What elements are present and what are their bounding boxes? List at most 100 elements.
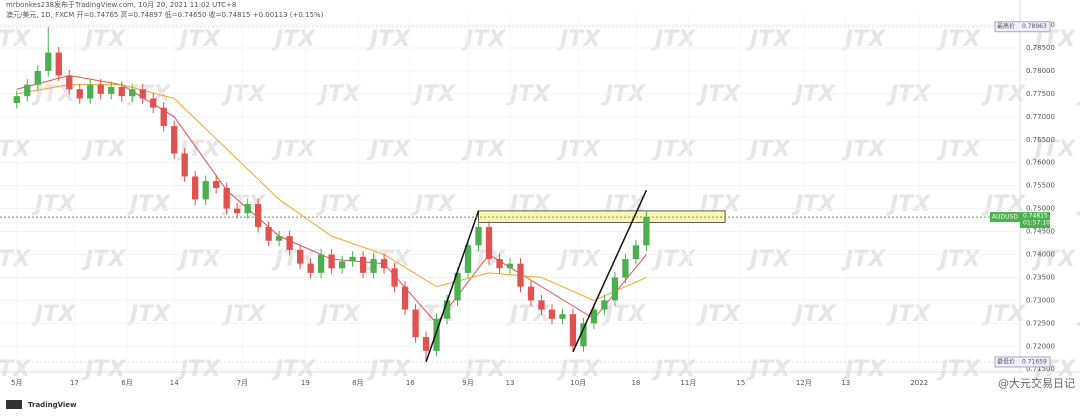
- watermark: JTX: [746, 247, 791, 272]
- x-tick-label: 11月: [680, 379, 696, 387]
- y-tick-label: 0.74500: [1026, 228, 1055, 236]
- watermark: JTX: [791, 82, 836, 107]
- y-tick-label: 0.74000: [1026, 251, 1055, 259]
- candle-body: [160, 107, 167, 126]
- candle-body: [538, 300, 545, 310]
- candle-body: [559, 314, 566, 319]
- candle-body: [13, 96, 20, 104]
- candle-body: [601, 300, 608, 310]
- subheader: 澳元/美元, 1D, FXCM 开=0.74765 高=0.74897 低=0.…: [6, 10, 324, 19]
- watermark: JTX: [886, 82, 931, 107]
- candle-body: [380, 259, 388, 269]
- watermark: JTX: [1031, 247, 1076, 272]
- x-tick-label: 16: [406, 379, 415, 387]
- watermark: JTX: [696, 302, 741, 327]
- low-label: 最低价: [997, 357, 1015, 365]
- candle-body: [433, 318, 440, 351]
- watermark: JTX: [651, 247, 696, 272]
- watermark: JTX: [366, 137, 411, 162]
- candle-body: [223, 187, 230, 209]
- watermark: JTX: [0, 247, 31, 272]
- high-price: 0.78963: [1022, 23, 1047, 30]
- watermark: JTX: [981, 302, 1026, 327]
- watermark: JTX: [126, 302, 171, 327]
- candle-body: [580, 323, 587, 347]
- watermark: JTX: [936, 247, 981, 272]
- y-tick-label: 0.75000: [1026, 205, 1055, 213]
- candle-body: [422, 337, 430, 351]
- candle-body: [527, 286, 535, 301]
- candle-body: [359, 256, 367, 273]
- candle-body: [370, 259, 377, 273]
- candle-body: [24, 84, 31, 97]
- candle-body: [391, 268, 398, 287]
- y-tick-label: 0.78000: [1026, 67, 1055, 75]
- candle-body: [45, 52, 52, 71]
- candle-body: [643, 216, 650, 246]
- watermark: JTX: [411, 192, 456, 217]
- symbol-tag: AUDUSD: [992, 214, 1018, 221]
- x-tick-label: 8月: [352, 379, 363, 387]
- candle-body: [412, 309, 419, 338]
- x-tick-label: 15: [736, 379, 745, 387]
- candle-body: [97, 84, 104, 94]
- low-tag-bg: [994, 356, 1051, 368]
- y-tick-label: 0.76500: [1026, 136, 1055, 144]
- candle-body: [349, 256, 356, 262]
- watermark: JTX: [886, 192, 931, 217]
- watermark: JTX: [791, 302, 836, 327]
- candle-body: [443, 300, 451, 319]
- candle-body: [517, 263, 524, 287]
- watermark: JTX: [936, 137, 981, 162]
- logo-icon: [6, 400, 22, 409]
- x-tick-label: 13: [506, 379, 515, 387]
- candle-body: [328, 254, 335, 269]
- watermark: JTX: [176, 247, 221, 272]
- y-tick-label: 0.71500: [1026, 365, 1055, 373]
- candle-body: [108, 86, 115, 94]
- candle-body: [548, 309, 556, 319]
- watermark: JTX: [1031, 137, 1076, 162]
- y-tick-label: 0.73500: [1026, 273, 1055, 281]
- candle-body: [338, 261, 346, 269]
- candle-body: [286, 236, 293, 250]
- watermark: JTX: [221, 302, 266, 327]
- x-tick-label: 12月: [796, 379, 812, 387]
- y-tick-label: 0.78500: [1026, 44, 1055, 52]
- x-tick-label: 5月: [11, 379, 22, 387]
- x-tick-label: 17: [70, 379, 79, 387]
- watermark: JTX: [791, 192, 836, 217]
- candle-body: [244, 204, 251, 214]
- watermark: JTX: [221, 82, 266, 107]
- watermark: JTX: [841, 247, 886, 272]
- candle-body: [34, 70, 41, 85]
- candle-body: [590, 309, 598, 324]
- candle-body: [213, 181, 220, 188]
- y-tick-label: 0.73000: [1026, 296, 1055, 304]
- candle-body: [506, 263, 514, 269]
- trendline: [572, 189, 648, 353]
- candle-body: [632, 245, 640, 260]
- low-price: 0.71659: [1022, 358, 1047, 365]
- candle-body: [569, 314, 577, 347]
- candle-body: [307, 263, 314, 273]
- candle-body: [265, 226, 272, 241]
- y-tick-label: 0.77000: [1026, 113, 1055, 121]
- candle-body: [181, 153, 188, 177]
- x-tick-label: 9月: [462, 379, 473, 387]
- x-tick-label: 13: [841, 379, 850, 387]
- watermark: JTX: [461, 137, 506, 162]
- watermark: JTX: [81, 247, 126, 272]
- watermark: JTX: [601, 82, 646, 107]
- x-tick-label: 6月: [121, 379, 132, 387]
- candle-body: [192, 176, 199, 200]
- price-tag-bg: [1020, 212, 1050, 229]
- y-tick-label: 0.72000: [1026, 342, 1055, 350]
- candle-body: [454, 272, 461, 301]
- credit: @大元交易日记: [998, 376, 1075, 390]
- watermark: JTX: [696, 82, 741, 107]
- candle-body: [317, 254, 325, 273]
- price-tag: 0.74815: [1023, 213, 1048, 220]
- candle-body: [171, 125, 178, 154]
